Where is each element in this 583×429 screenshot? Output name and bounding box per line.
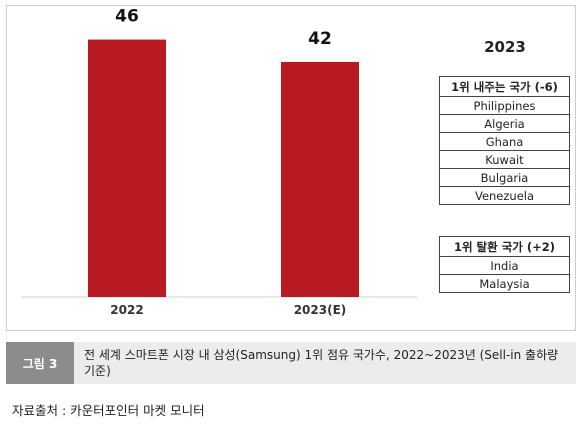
gained-country: India bbox=[439, 256, 570, 275]
lost-country: Ghana bbox=[439, 132, 570, 151]
bar-value-label: 46 bbox=[115, 7, 139, 27]
lost-country: Algeria bbox=[439, 114, 570, 133]
figure-caption-text: 전 세계 스마트폰 시장 내 삼성(Samsung) 1위 점유 국가수, 20… bbox=[84, 348, 559, 378]
lost-countries-header: 1위 내주는 국가 (-6) bbox=[439, 76, 570, 97]
lost-countries-table: 1위 내주는 국가 (-6) Philippines Algeria Ghana… bbox=[439, 76, 570, 205]
panel-year: 2023 bbox=[484, 38, 526, 56]
bar-chart: 46 2022 42 2023(E) bbox=[21, 7, 417, 317]
chart-frame: 46 2022 42 2023(E) 2023 1위 내주는 국가 (-6) Phil… bbox=[6, 5, 576, 331]
lost-country: Kuwait bbox=[439, 150, 570, 169]
gained-countries-header: 1위 탈환 국가 (+2) bbox=[439, 236, 570, 257]
x-tick-label: 2022 bbox=[110, 303, 143, 317]
figure-caption: 그림 3 전 세계 스마트폰 시장 내 삼성(Samsung) 1위 점유 국가… bbox=[6, 342, 576, 384]
lost-country: Bulgaria bbox=[439, 168, 570, 187]
figure-number-tag: 그림 3 bbox=[6, 342, 74, 384]
gained-country: Malaysia bbox=[439, 274, 570, 293]
gained-countries-table: 1위 탈환 국가 (+2) India Malaysia bbox=[439, 236, 570, 293]
bar-value-label: 42 bbox=[308, 29, 332, 49]
source-note: 자료출처 : 카운터포인터 마켓 모니터 bbox=[12, 403, 205, 418]
lost-country: Philippines bbox=[439, 96, 570, 115]
bar-2023-e bbox=[281, 61, 359, 297]
bar-2022 bbox=[88, 39, 166, 297]
lost-country: Venezuela bbox=[439, 186, 570, 205]
x-tick-label: 2023(E) bbox=[294, 303, 347, 317]
